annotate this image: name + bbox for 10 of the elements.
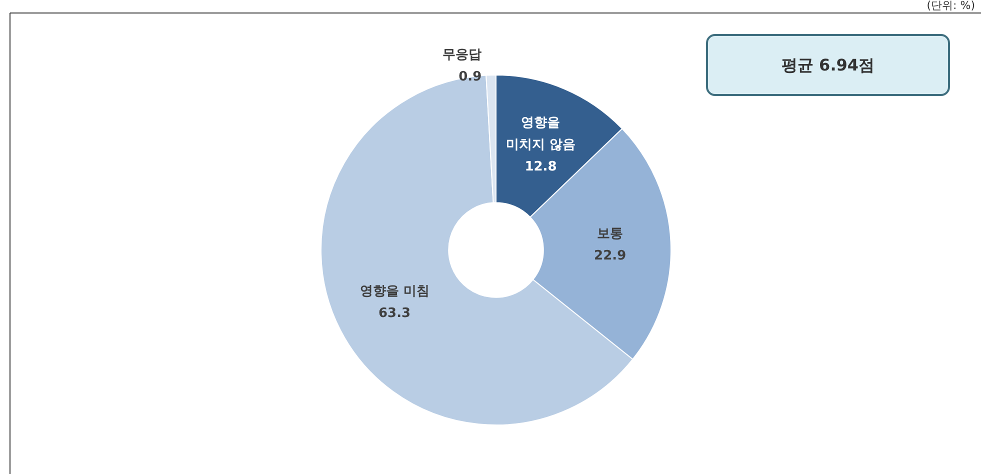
slice-label: 영향을 미치지 않음 <box>506 115 576 152</box>
slice-label: 무응답 <box>442 48 482 63</box>
text: (단위: %) <box>926 0 976 12</box>
data-label: 12.8 <box>524 159 557 174</box>
data-label: 63.3 <box>378 306 411 321</box>
slice-label: 보통 <box>597 226 624 242</box>
data-label: 0.9 <box>458 70 482 85</box>
data-label: 22.9 <box>594 248 626 264</box>
slice-label: 영향을 미침 <box>360 284 430 299</box>
text: 평균 6.94점 <box>781 56 875 74</box>
